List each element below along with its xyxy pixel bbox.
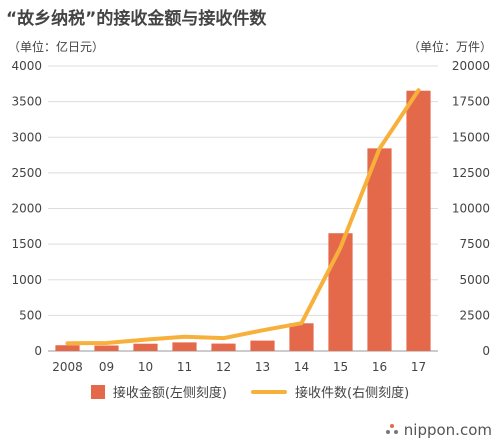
bar (133, 343, 158, 351)
y-right-tick-label: 17500 (452, 95, 490, 109)
x-tick-label: 11 (177, 360, 192, 374)
brand-logo: nippon.com (385, 421, 492, 439)
y-right-tick-label: 20000 (452, 59, 490, 73)
y-right-tick-label: 5000 (459, 273, 490, 287)
x-tick-label: 17 (411, 360, 426, 374)
y-left-tick-label: 2500 (11, 166, 42, 180)
y-right-tick-label: 12500 (452, 166, 490, 180)
bar (94, 345, 119, 351)
legend-label-count: 接收件数(右侧刻度) (295, 386, 410, 401)
x-tick-label: 16 (372, 360, 387, 374)
bar (367, 148, 392, 351)
y-left-tick-label: 1000 (11, 273, 42, 287)
y-right-tick-label: 15000 (452, 130, 490, 144)
bar (328, 233, 353, 351)
y-right-tick-label: 2500 (459, 308, 490, 322)
legend-label-amount: 接收金额(左侧刻度) (112, 386, 227, 401)
legend-item-count: 接收件数(右侧刻度) (251, 382, 409, 401)
legend: 接收金额(左侧刻度) 接收件数(右侧刻度) (0, 382, 500, 401)
x-tick-label: 10 (138, 360, 153, 374)
chart: 0 500 1000 1500 2000 2500 3000 3500 4000 0 2500 500… (11, 59, 490, 374)
bar (289, 323, 314, 351)
y-left-tick-label: 4000 (11, 59, 42, 73)
chart-title: “故乡纳税”的接收金额与接收件数 (6, 9, 267, 29)
x-tick-label: 12 (216, 360, 231, 374)
y-left-tick-label: 1500 (11, 237, 42, 251)
brand-text: nippon.com (403, 421, 492, 439)
y-right-tick-label: 10000 (452, 202, 490, 216)
y-left-tick-label: 0 (34, 344, 42, 358)
x-tick-label: 15 (333, 360, 348, 374)
y-right-tick-label: 7500 (459, 237, 490, 251)
y-left-tick-label: 3500 (11, 95, 42, 109)
right-axis-unit: （单位：万件） (407, 40, 492, 54)
x-tick-label: 13 (255, 360, 270, 374)
bar (172, 342, 197, 351)
bar (211, 343, 236, 351)
y-left-tick-label: 3000 (11, 130, 42, 144)
legend-item-amount: 接收金额(左侧刻度) (90, 382, 227, 401)
left-axis-unit: （单位：亿日元） (8, 40, 105, 54)
legend-bar-swatch (90, 384, 105, 399)
x-tick-label: 2008 (52, 360, 83, 374)
bar (250, 340, 275, 351)
x-tick-label: 14 (294, 360, 309, 374)
y-left-tick-label: 500 (19, 308, 42, 322)
legend-line-swatch (251, 389, 287, 394)
y-left-tick-label: 2000 (11, 202, 42, 216)
x-tick-label: 09 (99, 360, 114, 374)
nippon-logo-icon (385, 424, 398, 434)
count-line (65, 88, 421, 346)
bar (55, 345, 80, 351)
bar (406, 90, 431, 351)
y-right-tick-label: 0 (482, 344, 490, 358)
